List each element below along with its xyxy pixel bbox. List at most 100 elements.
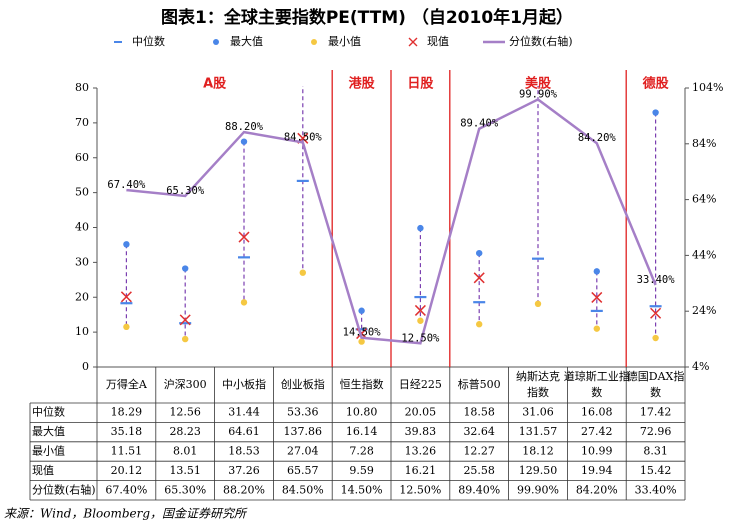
y2-tick-label: 4%: [692, 360, 709, 373]
table-cell: 88.20%: [223, 483, 265, 496]
table-cell: 72.96: [640, 425, 672, 438]
y-tick-label: 50: [75, 186, 89, 199]
table-cell: 67.40%: [105, 483, 147, 496]
table-cell: 20.05: [405, 406, 437, 419]
table-cell: 15.42: [640, 464, 672, 477]
legend-label: 分位数(右轴): [509, 34, 573, 48]
y2-tick-label: 104%: [692, 81, 723, 94]
percentile-label: 84.20%: [578, 132, 617, 144]
table-cell: 27.04: [287, 445, 319, 458]
percentile-label: 65.30%: [166, 185, 205, 197]
table-cell: 89.40%: [458, 483, 500, 496]
table-cell: 12.27: [463, 445, 495, 458]
table-cell: 12.50%: [399, 483, 441, 496]
percentile-label: 12.50%: [401, 332, 440, 344]
dot-mark: [417, 224, 424, 232]
dot-mark: [358, 307, 365, 314]
y2-tick-label: 84%: [692, 137, 716, 150]
table-cell: 16.14: [346, 425, 378, 438]
x-tick-label: 道琼斯工业指数: [564, 369, 630, 399]
table-cell: 18.12: [522, 445, 554, 458]
legend-label: 现值: [427, 35, 449, 48]
percentile-label: 67.40%: [107, 179, 146, 191]
x-tick-label: 纳斯达克指数: [516, 370, 560, 399]
group-label: 美股: [525, 76, 551, 92]
current-mark: [650, 307, 662, 319]
y2-tick-label: 24%: [692, 304, 716, 317]
table-cell: 31.44: [228, 406, 260, 419]
x-tick-label-line: 道琼斯工业指: [564, 369, 630, 383]
y2-tick-label: 44%: [692, 248, 716, 261]
table-cell: 13.26: [405, 445, 437, 458]
table-cell: 35.18: [111, 425, 143, 438]
dot-mark: [417, 317, 424, 324]
table-cell: 16.08: [581, 406, 613, 419]
dot-mark: [123, 323, 130, 331]
chart-title: 图表1：全球主要指数PE(TTM) （自2010年1月起）: [161, 7, 573, 28]
table-cell: 9.59: [349, 464, 374, 477]
percentile-line: [126, 97, 657, 345]
table-cell: 19.94: [581, 464, 613, 477]
current-mark: [179, 314, 191, 326]
table-cell: 84.20%: [576, 483, 618, 496]
dot-mark: [593, 268, 600, 275]
table-cell: 13.51: [169, 464, 201, 477]
legend-label: 中位数: [132, 34, 165, 48]
current-mark: [591, 291, 603, 303]
dot-mark: [123, 241, 130, 248]
table-cell: 31.06: [522, 406, 554, 419]
legend-label: 最大值: [230, 34, 263, 48]
table-cell: 84.50%: [282, 483, 324, 496]
current-mark: [238, 231, 250, 243]
row-label: 最大值: [32, 424, 65, 438]
table-cell: 64.61: [228, 425, 260, 438]
y-tick-label: 60: [75, 151, 89, 164]
x-tick-label: 沪深300: [164, 377, 207, 391]
dot-mark: [476, 249, 483, 257]
y-tick-label: 0: [82, 360, 89, 373]
percentile-label: 33.40%: [637, 274, 676, 286]
table-cell: 65.30%: [164, 483, 206, 496]
dot-mark: [182, 265, 189, 272]
group-label: A股: [203, 77, 226, 92]
table-cell: 16.21: [405, 464, 437, 477]
table-cell: 17.42: [640, 406, 672, 419]
percentile-label: 84.50%: [284, 131, 323, 143]
table-cell: 99.90%: [517, 483, 559, 496]
table-cell: 37.26: [228, 464, 260, 477]
y-tick-label: 30: [75, 255, 89, 268]
dot-mark: [476, 321, 483, 328]
table-cell: 18.29: [111, 406, 143, 419]
legend-label: 最小值: [328, 35, 361, 48]
legend-swatch: [408, 37, 418, 47]
percentile-label: 14.50%: [343, 327, 382, 339]
dot-mark: [652, 334, 659, 342]
current-mark: [120, 291, 132, 303]
table-cell: 10.99: [581, 445, 613, 458]
table-cell: 131.57: [519, 425, 558, 438]
dot-mark: [652, 109, 659, 116]
dot-mark: [299, 269, 306, 276]
y-tick-label: 40: [75, 221, 89, 234]
x-tick-label-line: 德国DAX指: [627, 369, 685, 383]
table-cell: 20.12: [111, 464, 143, 477]
table-cell: 27.42: [581, 425, 613, 438]
legend-swatch: [311, 39, 317, 45]
legend-swatch: [213, 39, 219, 45]
group-label: 德股: [643, 76, 669, 92]
group-label: 日股: [407, 77, 433, 92]
y-tick-label: 10: [75, 325, 89, 338]
row-label: 中位数: [32, 405, 65, 419]
table-cell: 53.36: [287, 406, 319, 419]
table-cell: 18.58: [463, 406, 495, 419]
table-cell: 28.23: [169, 425, 201, 438]
x-tick-label: 万得全A: [106, 377, 148, 391]
x-tick-label-line: 纳斯达克: [516, 370, 560, 383]
table-cell: 18.53: [228, 445, 260, 458]
table-cell: 10.80: [346, 406, 378, 419]
percentile-label: 89.40%: [460, 118, 499, 130]
table-cell: 33.40%: [635, 483, 677, 496]
percentile-label: 99.90%: [519, 88, 558, 100]
dot-mark: [534, 300, 542, 308]
x-tick-label-line: 数: [591, 386, 602, 399]
